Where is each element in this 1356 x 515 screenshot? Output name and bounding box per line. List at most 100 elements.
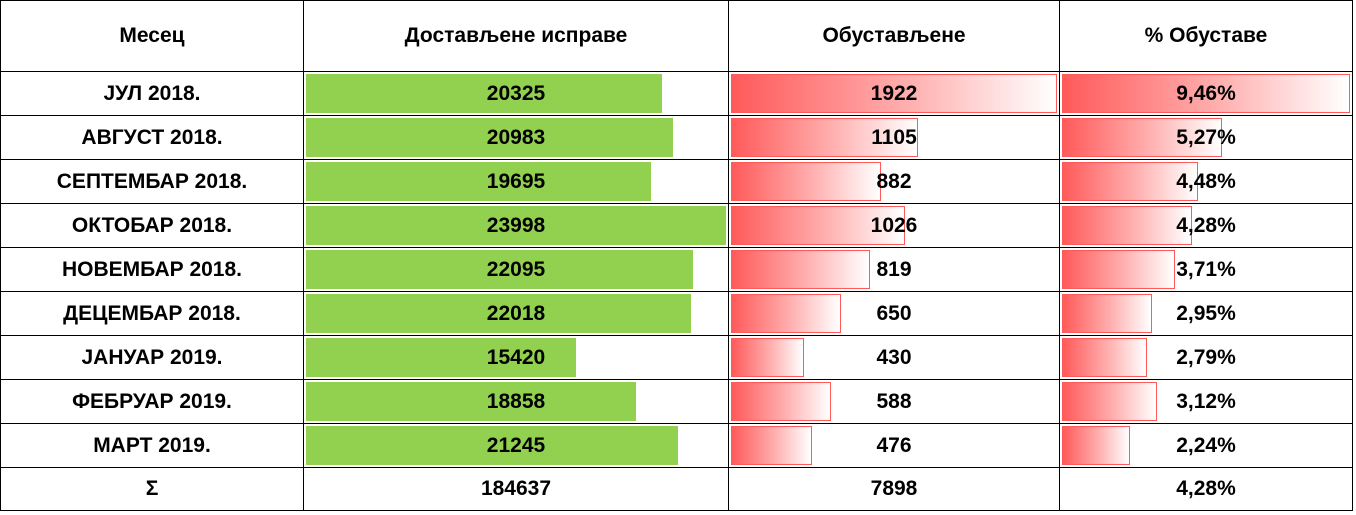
percent-bar xyxy=(1062,74,1350,113)
suspended-value: 1105 xyxy=(871,125,917,149)
delivered-value: 22018 xyxy=(486,301,546,325)
month-cell: МАРТ 2019. xyxy=(0,423,304,468)
suspended-value: 1922 xyxy=(870,81,918,105)
month-value: НОВЕМБАР 2018. xyxy=(61,257,243,281)
month-value: ЈАНУАР 2019. xyxy=(81,345,223,369)
suspended-cell: 588 xyxy=(728,379,1060,424)
header-suspended: Обустављене xyxy=(728,0,1060,72)
month-cell: АВГУСТ 2018. xyxy=(0,115,304,160)
percent-cell: 4,28% xyxy=(1059,203,1353,248)
delivered-value: 15420 xyxy=(486,345,546,369)
delivered-bar xyxy=(306,294,692,333)
month-cell: ЈУЛ 2018. xyxy=(0,71,304,116)
delivered-bar xyxy=(306,162,651,201)
header-delivered: Достављене исправе xyxy=(303,0,729,72)
month-value: ЈУЛ 2018. xyxy=(103,81,201,105)
percent-bar xyxy=(1062,382,1157,421)
suspended-cell: 430 xyxy=(728,335,1060,380)
delivered-value: 21245 xyxy=(486,433,546,457)
table-row: ФЕБРУАР 2019. 18858 588 3,12% xyxy=(0,379,1353,424)
delivered-bar xyxy=(306,74,662,113)
delivered-bar xyxy=(306,118,674,157)
month-cell: ОКТОБАР 2018. xyxy=(0,203,304,248)
delivered-cell: 19695 xyxy=(303,159,729,204)
month-cell: ЈАНУАР 2019. xyxy=(0,335,304,380)
percent-value: 2,24% xyxy=(1176,433,1236,457)
delivered-bar xyxy=(306,250,693,289)
suspended-cell: 650 xyxy=(728,291,1060,336)
delivered-cell: 20983 xyxy=(303,115,729,160)
suspended-value: 588 xyxy=(876,389,912,413)
delivered-cell: 20325 xyxy=(303,71,729,116)
month-value: ФЕБРУАР 2019. xyxy=(72,389,232,413)
suspended-value: 650 xyxy=(876,301,912,325)
sum-delivered: 184637 xyxy=(303,467,729,511)
delivered-cell: 23998 xyxy=(303,203,729,248)
percent-cell: 4,48% xyxy=(1059,159,1353,204)
delivered-value: 20325 xyxy=(486,81,546,105)
sum-label: Σ xyxy=(0,467,304,511)
sum-row: Σ 184637 7898 4,28% xyxy=(0,467,1353,511)
table-row: ЈАНУАР 2019. 15420 430 2,79% xyxy=(0,335,1353,380)
delivered-value: 19695 xyxy=(486,169,546,193)
table-row: ЈУЛ 2018. 20325 1922 9,46% xyxy=(0,71,1353,116)
percent-cell: 2,79% xyxy=(1059,335,1353,380)
suspended-value: 819 xyxy=(876,257,912,281)
delivered-value: 23998 xyxy=(486,213,546,237)
suspended-bar xyxy=(731,206,906,245)
suspended-cell: 1105 xyxy=(728,115,1060,160)
table-body: ЈУЛ 2018. 20325 1922 9,46% АВГУСТ 2018. 20983… xyxy=(0,71,1353,511)
percent-cell: 5,27% xyxy=(1059,115,1353,160)
suspended-cell: 882 xyxy=(728,159,1060,204)
delivered-bar xyxy=(306,338,576,377)
month-cell: ФЕБРУАР 2019. xyxy=(0,379,304,424)
sum-suspended: 7898 xyxy=(728,467,1060,511)
percent-cell: 3,12% xyxy=(1059,379,1353,424)
suspended-bar xyxy=(731,294,842,333)
month-value: МАРТ 2019. xyxy=(93,433,211,457)
suspended-value: 430 xyxy=(876,345,912,369)
table-row: АВГУСТ 2018. 20983 1105 5,27% xyxy=(0,115,1353,160)
table-row: СЕПТЕМБАР 2018. 19695 882 4,48% xyxy=(0,159,1353,204)
delivered-cell: 21245 xyxy=(303,423,729,468)
delivered-bar xyxy=(306,426,678,465)
percent-bar xyxy=(1062,162,1199,201)
percent-bar xyxy=(1062,206,1193,245)
percent-cell: 2,95% xyxy=(1059,291,1353,336)
month-value: АВГУСТ 2018. xyxy=(81,125,223,149)
suspended-bar xyxy=(731,74,1057,113)
suspended-cell: 1026 xyxy=(728,203,1060,248)
percent-bar xyxy=(1062,294,1152,333)
month-value: ДЕЦЕМБАР 2018. xyxy=(63,301,241,325)
suspended-value: 882 xyxy=(876,169,912,193)
delivered-cell: 22095 xyxy=(303,247,729,292)
suspended-bar xyxy=(731,382,831,421)
percent-value: 4,48% xyxy=(1176,169,1236,193)
suspended-cell: 476 xyxy=(728,423,1060,468)
suspended-bar xyxy=(731,162,881,201)
sum-percent: 4,28% xyxy=(1059,467,1353,511)
suspended-value: 476 xyxy=(876,433,912,457)
month-cell: ДЕЦЕМБАР 2018. xyxy=(0,291,304,336)
suspended-bar xyxy=(731,426,812,465)
suspended-bar xyxy=(731,250,870,289)
delivered-value: 20983 xyxy=(486,125,546,149)
month-value: СЕПТЕМБАР 2018. xyxy=(56,169,248,193)
month-value: ОКТОБАР 2018. xyxy=(71,213,233,237)
suspended-bar xyxy=(731,118,919,157)
percent-value: 3,12% xyxy=(1176,389,1236,413)
suspended-bar xyxy=(731,338,804,377)
percent-value: 2,79% xyxy=(1176,345,1236,369)
delivered-cell: 15420 xyxy=(303,335,729,380)
month-cell: НОВЕМБАР 2018. xyxy=(0,247,304,292)
delivered-cell: 18858 xyxy=(303,379,729,424)
percent-cell: 3,71% xyxy=(1059,247,1353,292)
delivered-bar xyxy=(306,206,726,245)
percent-bar xyxy=(1062,118,1223,157)
percent-cell: 9,46% xyxy=(1059,71,1353,116)
header-month: Месец xyxy=(0,0,304,72)
percent-bar xyxy=(1062,338,1147,377)
delivered-value: 22095 xyxy=(486,257,546,281)
table-row: ДЕЦЕМБАР 2018. 22018 650 2,95% xyxy=(0,291,1353,336)
table-row: НОВЕМБАР 2018. 22095 819 3,71% xyxy=(0,247,1353,292)
